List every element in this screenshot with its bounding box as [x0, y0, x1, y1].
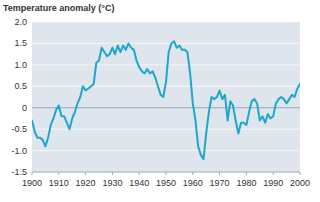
x-tick-label: 1950 [156, 178, 176, 188]
x-tick-label: 1900 [22, 178, 42, 188]
x-tick-label: 1930 [102, 178, 122, 188]
x-tick [219, 172, 220, 175]
data-line [32, 41, 300, 159]
x-tick [246, 172, 247, 175]
y-tick-label: -1.0 [11, 146, 27, 156]
x-tick-label: 1970 [210, 178, 230, 188]
plot-area [32, 41, 300, 159]
grid-line [32, 43, 300, 44]
x-tick [300, 172, 301, 175]
plot-background [32, 22, 300, 172]
x-tick [166, 172, 167, 175]
x-tick [85, 172, 86, 175]
grid-line [32, 129, 300, 130]
y-tick-label: 1.5 [14, 38, 27, 48]
x-tick [58, 172, 59, 175]
x-tick-label: 1920 [76, 178, 96, 188]
x-tick-label: 1990 [263, 178, 283, 188]
y-axis-label: Temperature anomaly (°C) [3, 3, 114, 13]
grid-line [32, 22, 300, 23]
x-tick [192, 172, 193, 175]
x-tick [273, 172, 274, 175]
y-tick-label: 0.5 [14, 81, 27, 91]
x-tick-label: 1910 [49, 178, 69, 188]
x-tick [112, 172, 113, 175]
y-tick-label: 2.0 [14, 17, 27, 27]
x-tick-label: 1940 [129, 178, 149, 188]
grid-line [32, 107, 300, 108]
x-tick-label: 1980 [236, 178, 256, 188]
grid-line [32, 150, 300, 151]
x-tick [32, 172, 33, 175]
x-tick-label: 2000 [290, 178, 310, 188]
y-tick-label: 0 [22, 103, 27, 113]
y-tick-label: -1.5 [11, 167, 27, 177]
x-tick [139, 172, 140, 175]
y-tick-label: 1.0 [14, 60, 27, 70]
chart: Temperature anomaly (°C) 2.0 1.5 1.0 0.5 0 -0.… [0, 0, 320, 202]
y-tick-label: -0.5 [11, 124, 27, 134]
x-tick-label: 1960 [183, 178, 203, 188]
grid-line [32, 64, 300, 65]
